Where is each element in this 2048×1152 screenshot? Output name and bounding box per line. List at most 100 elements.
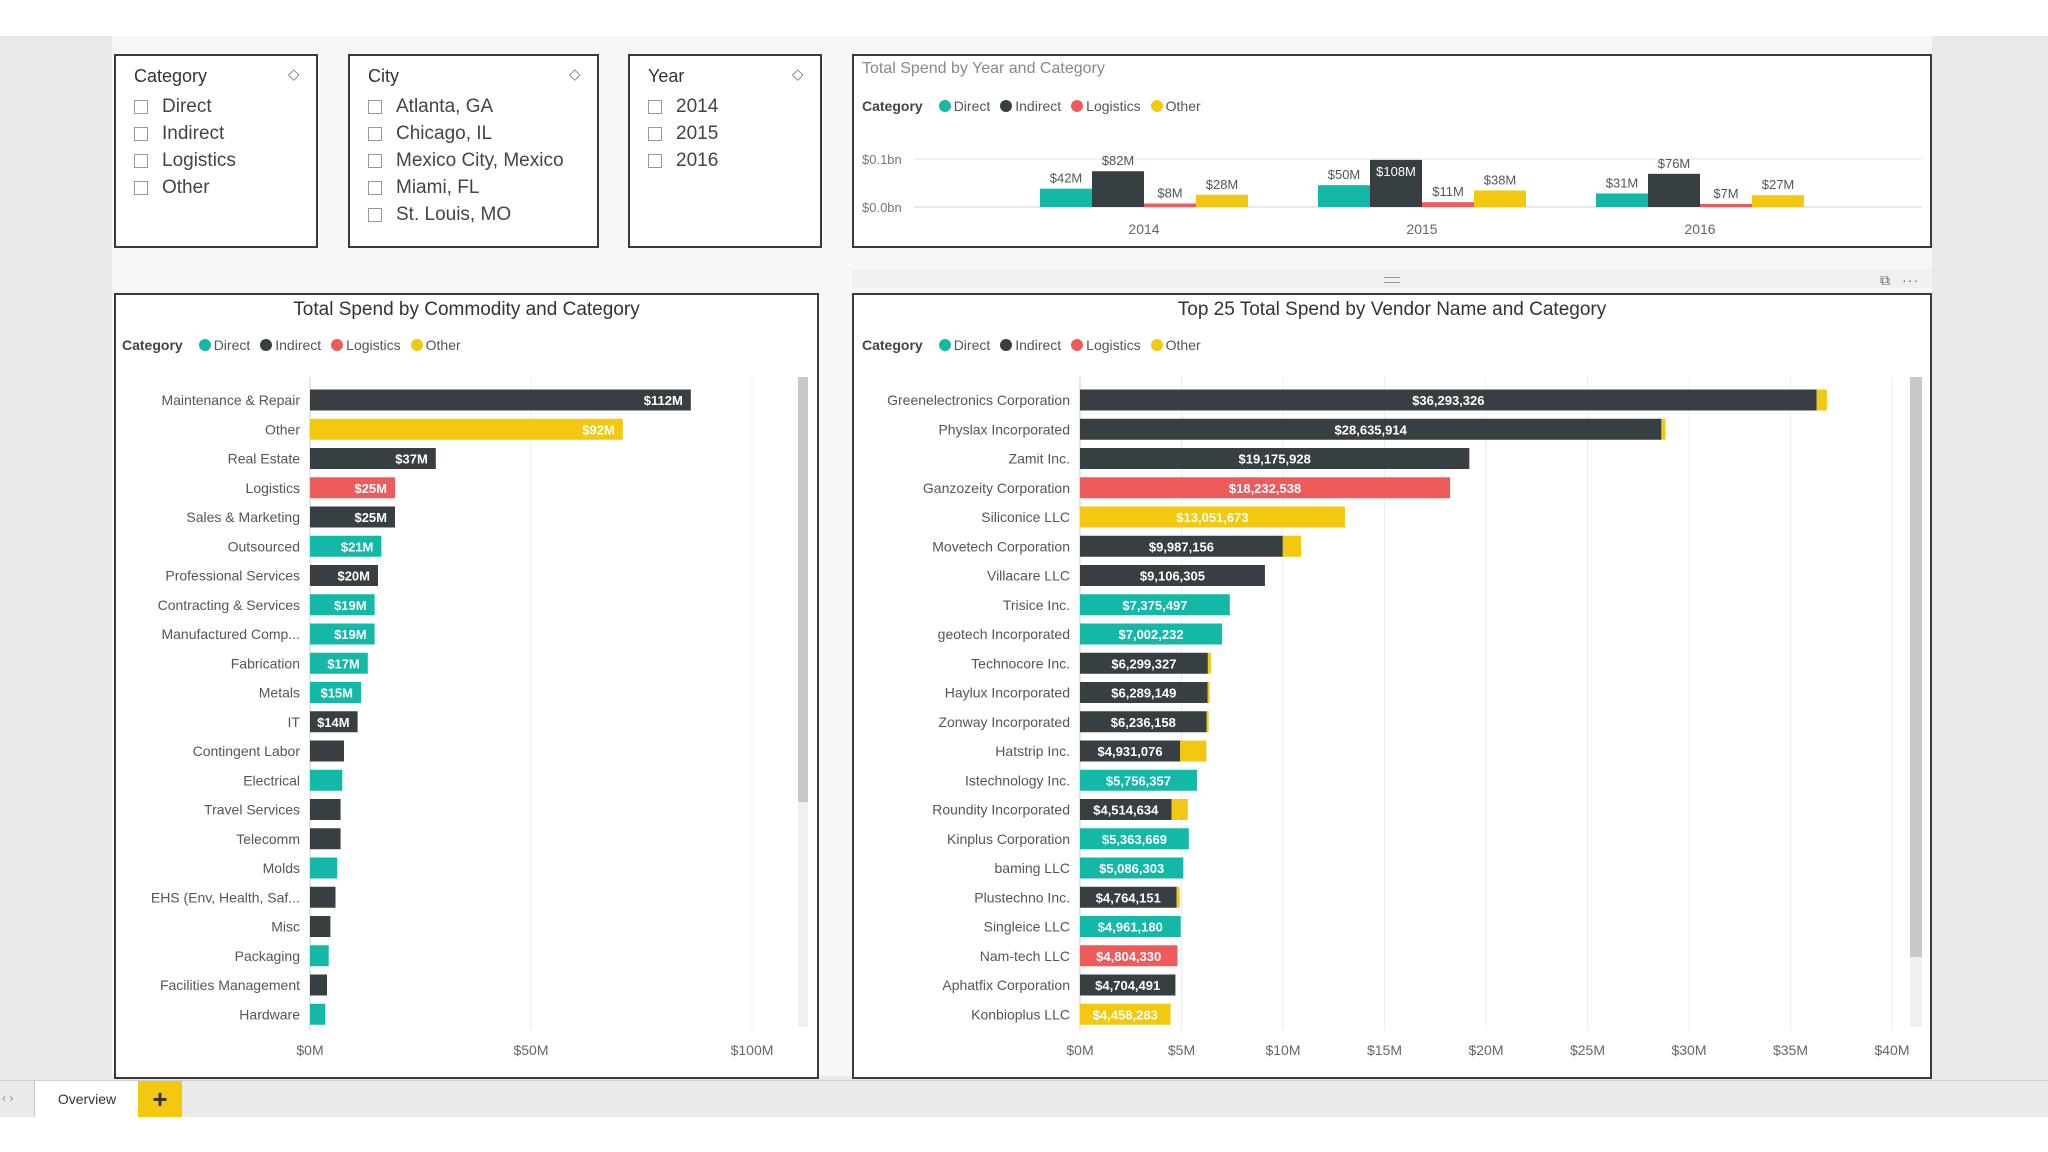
year-chart-plot[interactable]: $0.1bn $0.0bn $42M $82M $8M $28M 2014 $50M $10… bbox=[854, 56, 1930, 246]
data-label: $112M bbox=[644, 393, 683, 408]
more-options-icon[interactable]: ··· bbox=[1902, 272, 1919, 288]
data-label: $4,704,491 bbox=[1095, 978, 1160, 993]
slicer-item-other[interactable]: Other bbox=[134, 177, 210, 199]
legend-item-indirect[interactable]: Indirect bbox=[1000, 337, 1061, 353]
legend-item-logistics[interactable]: Logistics bbox=[331, 337, 401, 353]
tab-overview[interactable]: Overview bbox=[34, 1081, 140, 1117]
slicer-item-2014[interactable]: 2014 bbox=[648, 96, 718, 118]
add-page-button[interactable]: + bbox=[138, 1081, 182, 1117]
checkbox[interactable] bbox=[368, 100, 382, 114]
legend-item-indirect[interactable]: Indirect bbox=[260, 337, 321, 353]
legend-item-direct[interactable]: Direct bbox=[938, 98, 990, 114]
vendor-chart-legend: Category Direct Indirect Logistics Other bbox=[862, 337, 1211, 353]
legend-item-direct[interactable]: Direct bbox=[198, 337, 250, 353]
legend-dot bbox=[1071, 339, 1084, 351]
scrollbar-thumb[interactable] bbox=[798, 377, 808, 802]
data-label: $50M bbox=[1328, 167, 1361, 182]
data-label: $9,106,305 bbox=[1140, 569, 1205, 584]
slicer-item-logistics[interactable]: Logistics bbox=[134, 150, 236, 172]
category-label: Fabrication bbox=[231, 655, 300, 671]
legend-dot bbox=[331, 339, 344, 351]
bar-segment-direct bbox=[1080, 769, 1197, 791]
checkbox[interactable] bbox=[134, 127, 148, 141]
legend-item-label: Logistics bbox=[346, 337, 401, 353]
slicer-item-chicago[interactable]: Chicago, IL bbox=[368, 123, 492, 145]
category-label: Siliconice LLC bbox=[981, 509, 1070, 525]
category-label: Kinplus Corporation bbox=[947, 831, 1070, 847]
slicer-item-miami[interactable]: Miami, FL bbox=[368, 177, 479, 199]
checkbox[interactable] bbox=[134, 100, 148, 114]
legend-dot bbox=[938, 100, 951, 112]
eraser-icon[interactable]: ◇ bbox=[792, 66, 804, 83]
category-label: Nam-tech LLC bbox=[980, 948, 1070, 964]
commodity-chart-plot[interactable]: $0M $50M $100M Maintenance & Repair $112M Oth… bbox=[116, 295, 817, 1077]
bar-segment-indirect bbox=[1080, 418, 1662, 440]
legend-item-indirect[interactable]: Indirect bbox=[1000, 98, 1061, 114]
checkbox[interactable] bbox=[134, 181, 148, 195]
legend-item-label: Other bbox=[1165, 337, 1201, 353]
slicer-item-2016[interactable]: 2016 bbox=[648, 150, 718, 172]
bar-segment-indirect bbox=[1080, 974, 1176, 996]
bar-segment-indirect bbox=[1080, 799, 1172, 820]
legend-item-other[interactable]: Other bbox=[1150, 337, 1201, 353]
data-label: $25M bbox=[354, 510, 387, 525]
eraser-icon[interactable]: ◇ bbox=[288, 66, 300, 83]
category-label: Misc bbox=[271, 919, 300, 935]
data-label: $6,299,327 bbox=[1111, 656, 1176, 671]
slicer-item-atlanta[interactable]: Atlanta, GA bbox=[368, 96, 493, 118]
legend-dot bbox=[938, 339, 951, 351]
category-label: Ganzozeity Corporation bbox=[923, 480, 1070, 496]
x-tick-label: $0M bbox=[1066, 1042, 1093, 1058]
data-label: $8M bbox=[1157, 186, 1182, 201]
commodity-chart-visual[interactable]: Total Spend by Commodity and Category Ca… bbox=[114, 293, 819, 1079]
legend-item-logistics[interactable]: Logistics bbox=[1071, 337, 1141, 353]
eraser-icon[interactable]: ◇ bbox=[569, 66, 581, 83]
data-label: $4,764,151 bbox=[1096, 890, 1161, 905]
focus-mode-icon[interactable]: ⧉ bbox=[1880, 272, 1890, 288]
slicer-item-2015[interactable]: 2015 bbox=[648, 123, 718, 145]
vendor-chart-plot[interactable]: $0M $5M $10M $15M $20M $25M $30M $35M $40M Greene… bbox=[854, 295, 1930, 1077]
checkbox[interactable] bbox=[368, 127, 382, 141]
legend-dot bbox=[1150, 100, 1163, 112]
category-label: Hardware bbox=[239, 1006, 300, 1022]
category-label: Electrical bbox=[243, 772, 300, 788]
data-label: $7M bbox=[1713, 186, 1738, 201]
legend-item-other[interactable]: Other bbox=[410, 337, 461, 353]
bar-segment-other bbox=[1661, 418, 1666, 440]
checkbox[interactable] bbox=[648, 127, 662, 141]
category-label: Greenelectronics Corporation bbox=[887, 392, 1070, 408]
legend-item-other[interactable]: Other bbox=[1150, 98, 1201, 114]
slicer-item-mexico-city[interactable]: Mexico City, Mexico bbox=[368, 150, 564, 172]
category-label: Professional Services bbox=[165, 568, 300, 584]
year-bar-direct bbox=[1040, 188, 1092, 207]
scrollbar-thumb[interactable] bbox=[1910, 377, 1922, 957]
x-tick-label: $100M bbox=[731, 1042, 774, 1058]
slicer-item-direct[interactable]: Direct bbox=[134, 96, 212, 118]
data-label: $38M bbox=[1484, 172, 1517, 187]
checkbox[interactable] bbox=[368, 181, 382, 195]
y-tick-label: $0.1bn bbox=[862, 152, 902, 167]
slicer-item-label: Miami, FL bbox=[396, 177, 480, 198]
data-label: $18,232,538 bbox=[1229, 481, 1301, 496]
checkbox[interactable] bbox=[134, 154, 148, 168]
drag-handle-icon[interactable] bbox=[1384, 277, 1400, 283]
checkbox[interactable] bbox=[648, 154, 662, 168]
checkbox[interactable] bbox=[648, 100, 662, 114]
bar-segment-direct bbox=[1080, 916, 1181, 937]
vendor-chart-visual[interactable]: Top 25 Total Spend by Vendor Name and Ca… bbox=[852, 293, 1932, 1079]
bar-segment-other bbox=[1282, 535, 1302, 557]
slicer-item-indirect[interactable]: Indirect bbox=[134, 123, 224, 145]
legend-item-logistics[interactable]: Logistics bbox=[1071, 98, 1141, 114]
page-nav-arrows-icon[interactable]: ‹ › bbox=[2, 1091, 14, 1105]
slicer-item-label: Indirect bbox=[162, 123, 225, 144]
checkbox[interactable] bbox=[368, 154, 382, 168]
data-label: $36,293,326 bbox=[1412, 393, 1484, 408]
x-tick-label: $25M bbox=[1570, 1042, 1605, 1058]
slicer-item-st-louis[interactable]: St. Louis, MO bbox=[368, 204, 511, 226]
bar-segment-indirect bbox=[310, 389, 691, 411]
checkbox[interactable] bbox=[368, 208, 382, 222]
data-label: $76M bbox=[1658, 156, 1691, 171]
legend-item-direct[interactable]: Direct bbox=[938, 337, 990, 353]
year-chart-visual[interactable]: Total Spend by Year and Category Categor… bbox=[852, 54, 1932, 248]
slicer-city: City ◇ Atlanta, GA Chicago, IL Mexico Ci… bbox=[348, 54, 599, 248]
